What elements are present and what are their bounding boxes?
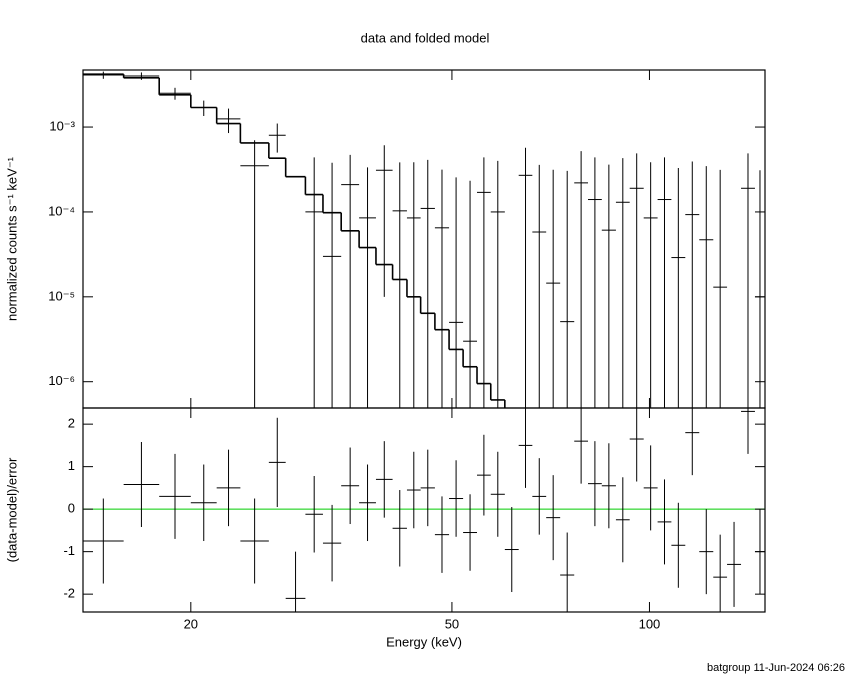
- x-tick-label: 20: [184, 616, 198, 631]
- y-tick-label: 1: [68, 458, 75, 473]
- plot-area: [83, 408, 765, 612]
- y-axis-label: normalized counts s⁻¹ keV⁻¹: [4, 156, 19, 321]
- y-tick-label: -2: [63, 586, 75, 601]
- y-tick-label: -1: [63, 543, 75, 558]
- y-tick-label: 0: [68, 501, 75, 516]
- y-tick-label: 10⁻⁶: [48, 373, 75, 388]
- x-axis-label: Energy (keV): [386, 634, 462, 649]
- x-tick-label: 50: [445, 616, 459, 631]
- y-tick-label: 2: [68, 416, 75, 431]
- y-tick-label: 10⁻⁵: [48, 288, 75, 303]
- plot-frame: [82, 69, 766, 409]
- chart-title: data and folded model: [361, 30, 490, 45]
- x-tick-label: 100: [639, 616, 661, 631]
- y-tick-label: 10⁻³: [49, 118, 75, 133]
- y-tick-label: 10⁻⁴: [48, 203, 75, 218]
- y-axis-label: (data-model)/error: [4, 457, 19, 562]
- plot-frame: [82, 407, 766, 613]
- footer: batgroup 11-Jun-2024 06:26: [707, 662, 845, 674]
- plot-area: [83, 71, 765, 408]
